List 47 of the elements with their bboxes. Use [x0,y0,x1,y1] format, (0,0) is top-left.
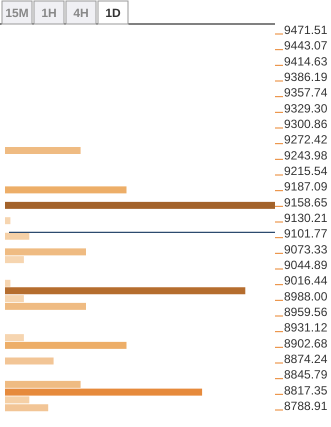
bar [5,287,246,294]
bar [5,334,24,342]
bar [5,217,10,224]
y-tick-label: 9471.51 [284,23,328,37]
y-tick-label: 9215.54 [284,164,328,178]
text: 1D [105,6,121,20]
y-tick-label: 9357.74 [284,86,328,100]
y-tick-label: 9130.21 [284,211,328,225]
text: 1H [41,6,57,20]
bar [5,380,81,388]
y-tick-label: 8902.68 [284,336,328,350]
y-tick-label: 8788.91 [284,399,328,413]
text: 4H [73,6,89,20]
bar [5,186,126,194]
y-tick-label: 9414.63 [284,54,328,68]
bar [5,404,48,412]
bar [5,147,81,154]
y-tick-label: 9073.33 [284,242,328,256]
y-tick-label: 9243.98 [284,148,328,162]
y-tick-label: 8874.24 [284,352,328,366]
bar [5,342,126,349]
y-tick-label: 9044.89 [284,258,328,272]
y-tick-label: 9101.77 [284,226,328,241]
y-tick-label: 9443.07 [284,38,328,53]
bar [5,248,86,256]
bar [5,357,54,364]
y-tick-label: 9386.19 [284,70,328,84]
bar [5,388,202,396]
bar [5,396,30,404]
bar [5,295,24,302]
y-tick-label: 8988.00 [284,289,328,304]
bar [5,302,86,310]
y-tick-label: 9300.86 [284,117,328,131]
y-tick-label: 8959.56 [284,305,328,319]
bar [5,202,275,209]
y-tick-label: 9016.44 [284,274,328,288]
bar [5,256,24,264]
text: 15M [5,6,29,20]
bar [5,280,10,287]
y-tick-label: 8817.35 [284,383,328,398]
y-tick-label: 9158.65 [284,195,328,210]
bar [5,232,30,240]
y-tick-label: 9272.42 [284,132,328,147]
y-tick-label: 9187.09 [284,180,328,194]
y-tick-label: 8845.79 [284,368,328,382]
y-tick-label: 8931.12 [284,320,328,335]
y-tick-label: 9329.30 [284,101,328,116]
